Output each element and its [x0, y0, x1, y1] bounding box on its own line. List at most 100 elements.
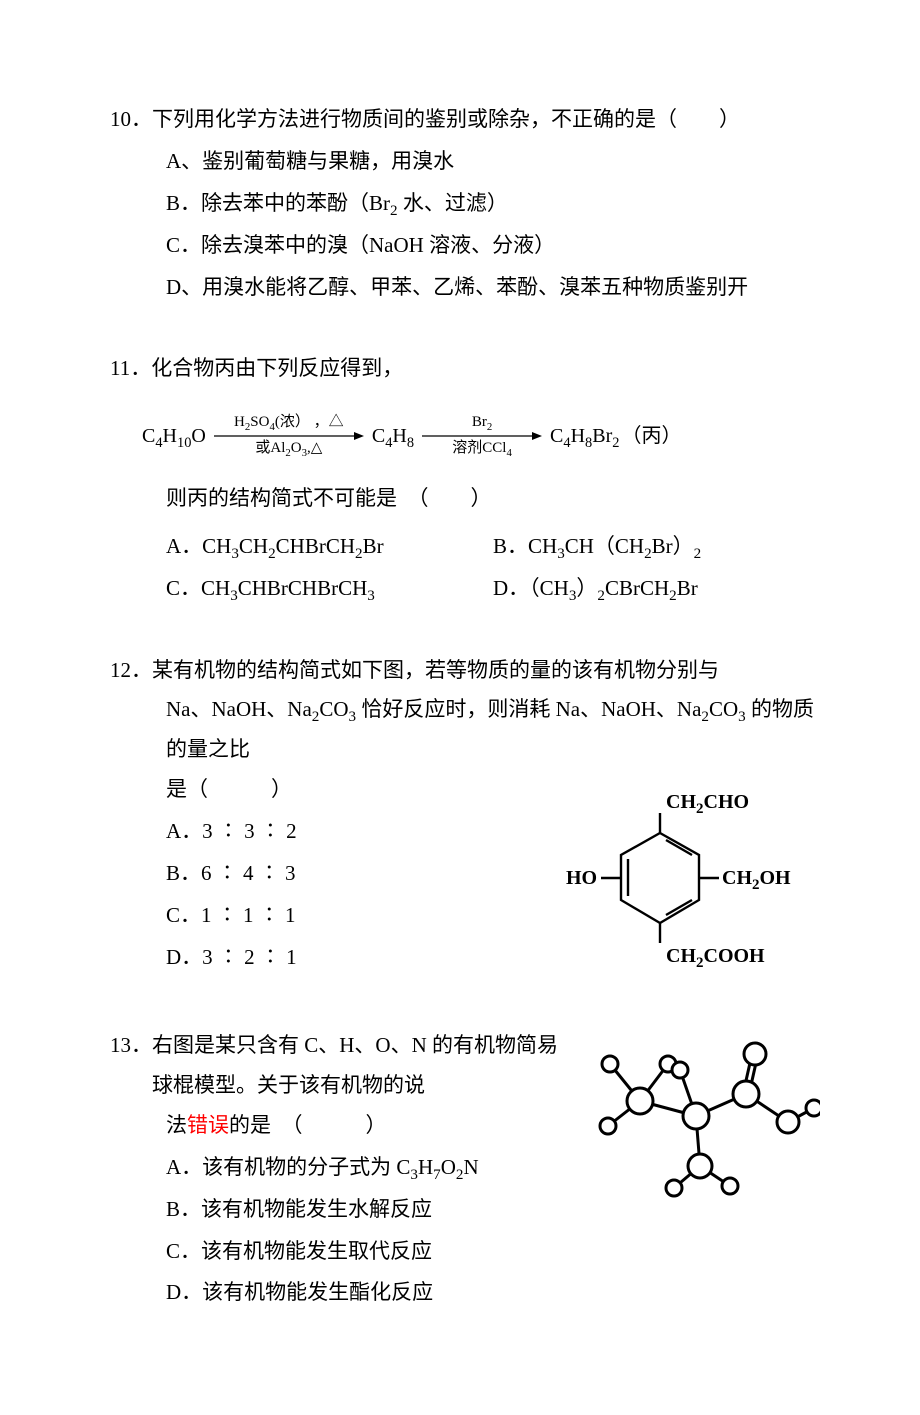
q11-arrow2-top: Br2 — [468, 415, 496, 431]
a1t-a: H — [234, 414, 245, 430]
q11-reaction-scheme: C4H10O H2SO4(浓） ，△ 或Al2O3,△ C4H8 Br2 — [110, 415, 820, 457]
q13a-1: A．该有机物的分子式为 C — [166, 1155, 410, 1179]
t-ch2oh-s: 2 — [752, 877, 760, 893]
q12-number: 12． — [110, 651, 152, 691]
q11-m3-s3: 2 — [612, 435, 619, 451]
q13-stem2: 法错误的是 （ ） — [110, 1106, 570, 1146]
ob-s2: 2 — [644, 546, 652, 562]
q11-substem: 则丙的结构简式不可能是 （ ） — [110, 479, 820, 519]
q13a-2: H — [418, 1155, 433, 1179]
q13-s2a: 法 — [166, 1113, 187, 1137]
oa-1: A．CH — [166, 534, 231, 558]
oa-s1: 3 — [231, 546, 239, 562]
a2b-a: 溶剂CCl — [452, 440, 506, 456]
ob-2: CH（CH — [565, 534, 644, 558]
oc-s2: 3 — [367, 588, 375, 604]
q11-mol2-h: H — [392, 425, 406, 447]
od-1: D．（CH — [493, 576, 569, 600]
q11-m3-s1: 4 — [563, 435, 570, 451]
ob-3: Br） — [652, 534, 694, 558]
question-10: 10． 下列用化学方法进行物质间的鉴别或除杂，不正确的是（ ） A、鉴别葡萄糖与… — [110, 100, 820, 307]
s2a: Na、NaOH、Na — [166, 697, 312, 721]
q11-arrow2: Br2 溶剂CCl4 — [422, 415, 542, 457]
oa-s2: 2 — [268, 546, 276, 562]
q10-option-b: B．除去苯中的苯酚（Br2 水、过滤） — [166, 184, 820, 224]
t-cho-s: 2 — [696, 801, 704, 817]
q13-s2b: 的是 （ ） — [229, 1113, 387, 1137]
q10-optb-pre: B．除去苯中的苯酚（Br — [166, 191, 390, 215]
t-oh: HO — [566, 867, 597, 889]
q10-number: 10． — [110, 100, 152, 140]
q12-stem3: 是（ ） — [166, 770, 560, 810]
q11-options: A．CH3CH2CHBrCH2Br B．CH3CH（CH2Br）2 C．CH3C… — [110, 525, 820, 609]
q11-m3-c: C — [550, 425, 563, 447]
a1t-b: SO — [250, 414, 269, 430]
q11-arrow1: H2SO4(浓） ，△ 或Al2O3,△ — [214, 415, 364, 457]
q13-error-word: 错误 — [187, 1113, 229, 1137]
q10-option-d: D、用溴水能将乙醇、甲苯、乙烯、苯酚、溴苯五种物质鉴别开 — [166, 268, 820, 308]
q12-option-b: B．6 ∶ 4 ∶ 3 — [166, 854, 560, 894]
t-cooh-b: COOH — [704, 945, 766, 967]
od-4: Br — [677, 576, 698, 600]
q11-mol2: C4H8 — [370, 417, 416, 455]
ob-1: B．CH — [493, 534, 557, 558]
q11-mol1-c: C — [142, 425, 155, 447]
q10-optb-sub: 2 — [390, 203, 398, 219]
q12-text1: 某有机物的结构简式如下图，若等物质的量的该有机物分别与 — [152, 651, 820, 691]
q11-option-a: A．CH3CH2CHBrCH2Br — [166, 527, 493, 567]
a2b-s: 4 — [506, 447, 511, 459]
svg-text:CH2CHO: CH2CHO — [666, 791, 749, 817]
a1b-a: 或Al — [255, 440, 285, 456]
q11-stem: 11． 化合物丙由下列反应得到， — [110, 349, 820, 389]
ob-s3: 2 — [694, 546, 702, 562]
q11-option-c: C．CH3CHBrCHBrCH3 — [166, 569, 493, 609]
od-s2: 2 — [597, 588, 605, 604]
ob-s1: 3 — [557, 546, 565, 562]
q12-option-c: C．1 ∶ 1 ∶ 1 — [166, 896, 560, 936]
oa-s3: 2 — [355, 546, 363, 562]
q13-ballstick-figure — [570, 1026, 820, 1215]
q12-options: 是（ ） A．3 ∶ 3 ∶ 2 B．6 ∶ 4 ∶ 3 C．1 ∶ 1 ∶ 1… — [110, 770, 560, 977]
q12-structure-figure: CH2CHO HO CH2OH CH2COOH — [560, 780, 820, 984]
q11-m3-h: H — [571, 425, 585, 447]
q10-options: A、鉴别葡萄糖与果糖，用溴水 B．除去苯中的苯酚（Br2 水、过滤） C．除去溴… — [110, 142, 820, 308]
q13a-s1: 3 — [410, 1167, 418, 1183]
t-cooh-a: CH — [666, 945, 696, 967]
q11-arrow1-bot: 或Al2O3,△ — [251, 441, 326, 457]
q13a-4: N — [463, 1155, 478, 1179]
oc-2: CHBrCHBrCH — [238, 576, 368, 600]
q10-text: 下列用化学方法进行物质间的鉴别或除杂，不正确的是（ ） — [152, 100, 820, 140]
svg-text:CH2OH: CH2OH — [722, 867, 791, 893]
q13-option-b: B．该有机物能发生水解反应 — [166, 1190, 570, 1230]
q11-mol3: C4H8Br2 — [548, 417, 621, 455]
q10-option-c: C．除去溴苯中的溴（NaOH 溶液、分液） — [166, 226, 820, 266]
od-s3: 2 — [669, 588, 677, 604]
q11-mol1-h: H — [163, 425, 177, 447]
a1b-b: O — [291, 440, 302, 456]
svg-text:CH2COOH: CH2COOH — [666, 945, 765, 970]
q11-number: 11． — [110, 349, 151, 389]
q11-arrow2-bot: 溶剂CCl4 — [448, 441, 516, 457]
question-11: 11． 化合物丙由下列反应得到， C4H10O H2SO4(浓） ，△ 或Al2… — [110, 349, 820, 608]
q10-option-a: A、鉴别葡萄糖与果糖，用溴水 — [166, 142, 820, 182]
q11-mol1-s2: 10 — [177, 435, 191, 451]
q12-option-d: D．3 ∶ 2 ∶ 1 — [166, 938, 560, 978]
t-cho-a: CH — [666, 791, 696, 813]
s2d: CO — [709, 697, 738, 721]
question-12: 12． 某有机物的结构简式如下图，若等物质的量的该有机物分别与 Na、NaOH、… — [110, 651, 820, 985]
q13-number: 13． — [110, 1026, 152, 1066]
q11-option-b: B．CH3CH（CH2Br）2 — [493, 527, 820, 567]
question-13: 13． 右图是某只含有 C、H、O、N 的有机物简易球棍模型。关于该有机物的说 … — [110, 1026, 820, 1313]
q11-text: 化合物丙由下列反应得到， — [151, 349, 820, 389]
q13-option-a: A．该有机物的分子式为 C3H7O2N — [166, 1148, 570, 1188]
s2s3: 2 — [701, 710, 709, 726]
a1t-c: (浓） ，△ — [275, 414, 344, 430]
q10-stem: 10． 下列用化学方法进行物质间的鉴别或除杂，不正确的是（ ） — [110, 100, 820, 140]
q10-optb-post: 水、过滤） — [398, 191, 508, 215]
q13a-3: O — [441, 1155, 456, 1179]
q13-option-c: C．该有机物能发生取代反应 — [166, 1232, 570, 1272]
q11-mol1: C4H10O — [140, 417, 208, 455]
t-cooh-s: 2 — [696, 955, 704, 970]
q11-mol3-tag: （丙） — [621, 417, 681, 455]
q11-mol2-c: C — [372, 425, 385, 447]
